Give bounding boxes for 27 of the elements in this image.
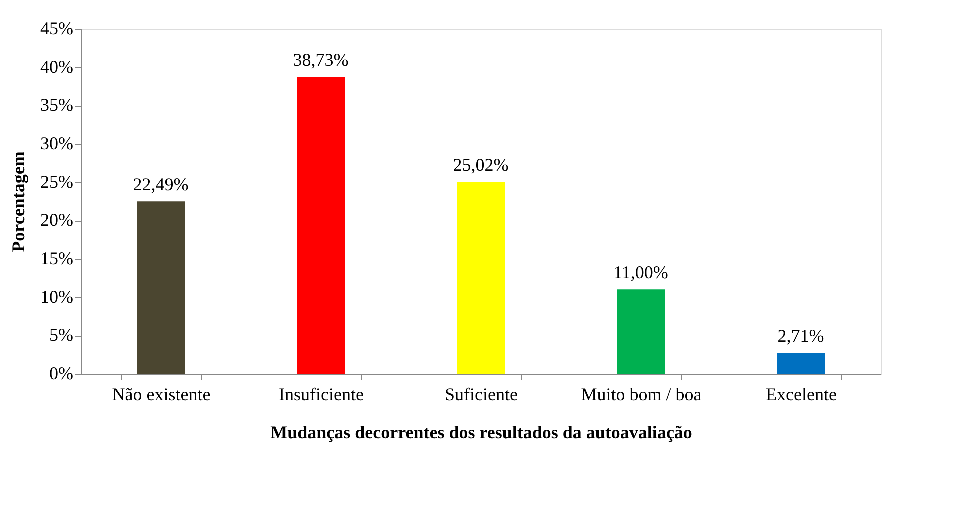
data-label: 11,00% <box>614 262 668 283</box>
data-label: 38,73% <box>293 50 349 70</box>
y-tick-label: 10% <box>40 286 74 307</box>
x-tick-label: Excelente <box>766 384 837 404</box>
y-tick-label: 40% <box>40 56 74 77</box>
bar <box>297 77 345 374</box>
y-tick-label: 35% <box>40 95 74 116</box>
x-tick-label: Não existente <box>112 384 211 404</box>
y-axis-title: Porcentagem <box>8 152 29 252</box>
y-tick-label: 30% <box>40 134 74 154</box>
data-label: 22,49% <box>133 174 189 195</box>
data-label: 25,02% <box>453 155 509 176</box>
x-tick-label: Muito bom / boa <box>581 384 702 404</box>
y-tick-label: 20% <box>40 210 74 230</box>
y-tick-label: 5% <box>50 325 74 346</box>
bar <box>777 353 825 374</box>
x-tick-label: Suficiente <box>445 384 518 404</box>
x-axis-title: Mudanças decorrentes dos resultados da autoavaliação <box>270 422 692 442</box>
bar <box>457 182 505 374</box>
x-tick-label: Insuficiente <box>279 384 364 404</box>
y-tick-label: 45% <box>40 18 74 38</box>
y-tick-label: 25% <box>40 172 74 192</box>
y-tick-label: 15% <box>40 248 74 268</box>
bar <box>137 202 185 374</box>
y-tick-label: 0% <box>50 364 74 384</box>
bar <box>617 290 665 374</box>
data-label: 2,71% <box>778 326 824 346</box>
